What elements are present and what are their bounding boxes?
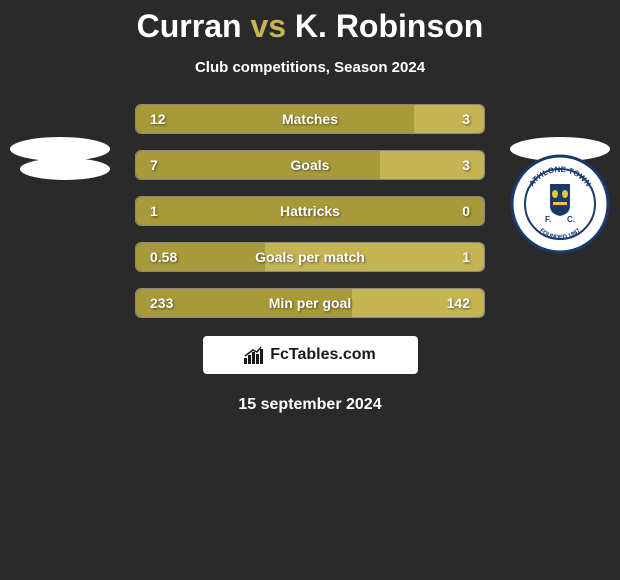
stat-row: 0.58 1 Goals per match [135,242,485,272]
stat-value-right: 3 [462,111,470,127]
stat-value-left: 12 [150,111,166,127]
club-badge: ATHLONE TOWN FOUNDED 1887 F. C. [510,154,610,254]
stat-row: 1 0 Hattricks [135,196,485,226]
stat-label: Matches [282,111,338,127]
stat-label: Goals per match [255,249,365,265]
stat-bar-left [136,151,380,179]
page-title: Curran vs K. Robinson [0,8,620,45]
stat-value-right: 3 [462,157,470,173]
svg-text:F.: F. [545,215,551,224]
player-left-name: Curran [137,8,242,44]
stat-label: Hattricks [280,203,340,219]
stat-value-right: 0 [462,203,470,219]
stat-value-left: 0.58 [150,249,177,265]
watermark: FcTables.com [203,336,418,374]
placeholder-icon [20,158,110,180]
stat-bar-right [414,105,484,133]
stat-label: Min per goal [269,295,351,311]
svg-text:C.: C. [567,215,575,224]
comparison-card: Curran vs K. Robinson Club competitions,… [0,0,620,414]
vs-text: vs [250,8,286,44]
stat-value-right: 1 [462,249,470,265]
stat-row: 233 142 Min per goal [135,288,485,318]
stat-row: 12 3 Matches [135,104,485,134]
stats-area: ATHLONE TOWN FOUNDED 1887 F. C. 12 3 Match… [0,104,620,318]
watermark-text: FcTables.com [270,346,376,364]
stat-value-left: 1 [150,203,158,219]
stat-row: 7 3 Goals [135,150,485,180]
date-text: 15 september 2024 [0,396,620,414]
stat-bar-left [136,105,414,133]
chart-icon [244,346,264,364]
stat-value-left: 7 [150,157,158,173]
player-right-name: K. Robinson [295,8,483,44]
stat-label: Goals [291,157,330,173]
stat-value-right: 142 [447,295,470,311]
stat-value-left: 233 [150,295,173,311]
player-left-avatar [10,99,110,199]
subtitle: Club competitions, Season 2024 [0,59,620,76]
